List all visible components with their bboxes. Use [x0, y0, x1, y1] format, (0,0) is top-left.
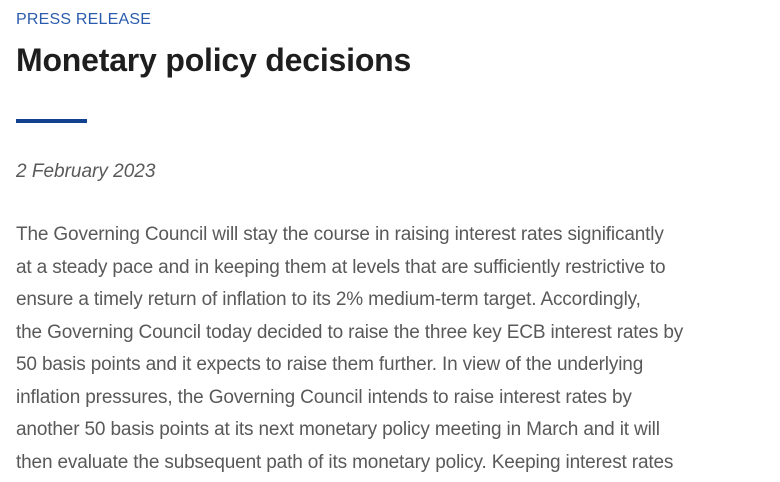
body-line: 50 basis points and it expects to raise …: [16, 354, 644, 375]
body-line: at a steady pace and in keeping them at …: [16, 256, 666, 278]
body-line: ensure a timely return of inflation to i…: [16, 289, 641, 310]
body-line: inflation pressures, the Governing Counc…: [16, 386, 632, 408]
body-line: the Governing Council today decided to r…: [16, 321, 684, 343]
body-line: another 50 basis points at its next mone…: [16, 419, 660, 440]
accent-divider: [16, 119, 87, 123]
press-release-kicker: PRESS RELEASE: [16, 11, 152, 28]
body-line: The Governing Council will stay the cour…: [16, 224, 664, 245]
body-paragraph: The Governing Council will stay the cour…: [16, 219, 764, 479]
page-title: Monetary policy decisions: [16, 42, 412, 78]
publication-date: 2 February 2023: [16, 161, 156, 182]
body-line: then evaluate the subsequent path of its…: [16, 451, 674, 473]
